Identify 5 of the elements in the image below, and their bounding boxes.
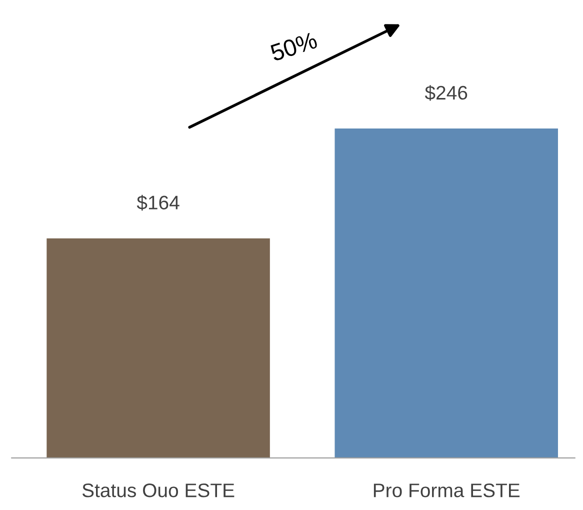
text: 50% bbox=[270, 32, 318, 62]
data-label: $246 bbox=[424, 85, 468, 101]
x-tick-label: Pro Forma ESTE bbox=[374, 483, 520, 498]
data-label: $164 bbox=[136, 194, 180, 211]
x-tick-label: Status Ouo ESTE bbox=[82, 483, 234, 498]
